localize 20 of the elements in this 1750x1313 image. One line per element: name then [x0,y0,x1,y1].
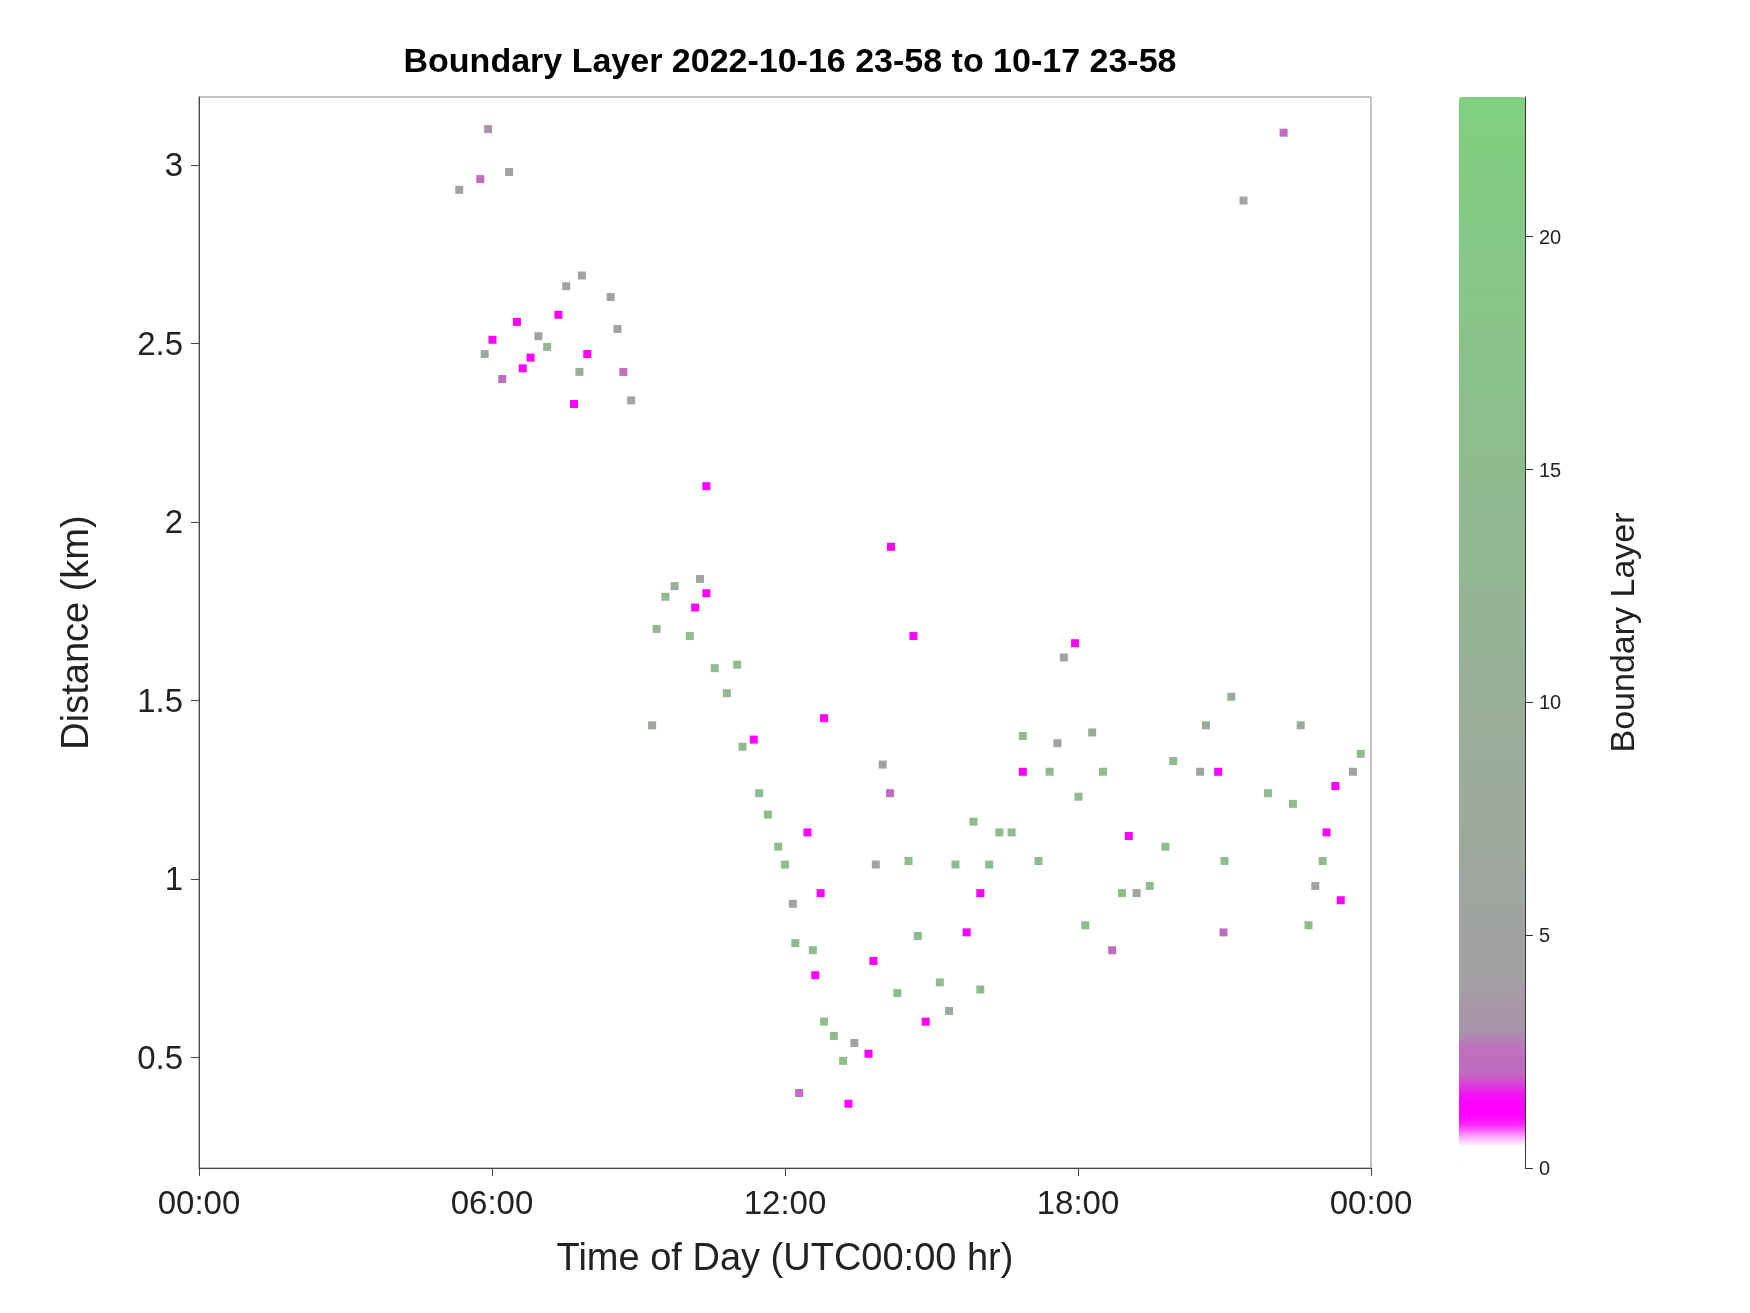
y-tick-label: 2 [164,503,183,541]
x-tick-label: 00:00 [157,1184,241,1221]
x-tick-label: 18:00 [1036,1184,1120,1221]
y-tick-label: 0.5 [137,1038,183,1076]
color-bar-title: Boundary Layer [1603,512,1641,753]
y-tick-label: 1 [164,860,183,898]
y-tick-label: 2.5 [137,324,183,362]
color-bar-label: 20 [1539,225,1562,248]
y-tick-label: 3 [164,146,183,184]
y-axis-title: Distance (km) [54,515,96,750]
color-bar-label: 10 [1539,691,1562,714]
color-bar-label: 15 [1539,458,1562,481]
x-tick-label: 00:00 [1329,1184,1413,1221]
color-bar-label: 0 [1539,1157,1551,1179]
y-tick-label: 1.5 [137,681,183,719]
chart-title: Boundary Layer 2022-10-16 23-58 to 10-17 23-58 [403,41,1177,79]
color-bar-label: 5 [1539,924,1551,947]
x-axis-title: Time of Day (UTC00:00 hr) [556,1236,1014,1278]
x-tick-label: 06:00 [450,1184,534,1221]
x-tick-label: 12:00 [743,1184,827,1221]
